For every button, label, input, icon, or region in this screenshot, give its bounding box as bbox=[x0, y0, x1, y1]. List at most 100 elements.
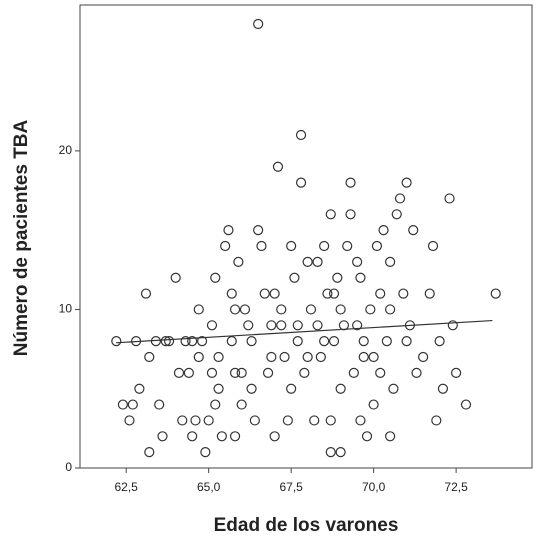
point bbox=[229, 304, 241, 315]
point bbox=[210, 399, 221, 410]
point bbox=[305, 304, 317, 315]
point bbox=[460, 399, 472, 410]
point bbox=[213, 351, 224, 363]
point bbox=[170, 272, 181, 283]
point bbox=[302, 351, 313, 363]
point bbox=[190, 415, 201, 426]
point bbox=[233, 256, 244, 267]
x-tick-label: 65,0 bbox=[197, 480, 221, 494]
point bbox=[249, 415, 260, 426]
point bbox=[236, 367, 247, 378]
point bbox=[411, 367, 422, 378]
point bbox=[345, 209, 356, 220]
point bbox=[187, 431, 198, 442]
point bbox=[490, 288, 501, 299]
point bbox=[256, 240, 267, 252]
x-tick-label: 72,5 bbox=[444, 480, 468, 494]
point bbox=[269, 288, 280, 299]
point bbox=[177, 415, 188, 426]
plot-frame bbox=[79, 4, 533, 469]
point bbox=[345, 177, 356, 188]
point bbox=[196, 336, 208, 347]
point bbox=[338, 320, 350, 331]
point bbox=[335, 304, 346, 315]
point bbox=[216, 431, 227, 442]
point bbox=[401, 177, 412, 188]
y-tick-label: 20 bbox=[59, 143, 73, 157]
point bbox=[286, 240, 297, 252]
point bbox=[226, 336, 237, 347]
point bbox=[447, 320, 458, 331]
point bbox=[394, 193, 406, 204]
point bbox=[368, 351, 379, 363]
point bbox=[381, 336, 392, 347]
point bbox=[431, 415, 442, 426]
point bbox=[127, 399, 138, 410]
point bbox=[206, 367, 218, 378]
point bbox=[272, 161, 284, 172]
point bbox=[315, 351, 326, 363]
point bbox=[328, 336, 340, 347]
point bbox=[342, 240, 353, 252]
point bbox=[276, 304, 287, 315]
point bbox=[203, 415, 214, 426]
point bbox=[206, 320, 218, 331]
point bbox=[424, 288, 435, 299]
point bbox=[229, 367, 241, 378]
point bbox=[295, 177, 307, 188]
point bbox=[398, 288, 409, 299]
point bbox=[355, 415, 366, 426]
point bbox=[187, 336, 198, 347]
point bbox=[437, 383, 449, 394]
point bbox=[375, 367, 386, 378]
point bbox=[385, 304, 396, 315]
point bbox=[358, 351, 369, 363]
point bbox=[117, 399, 128, 410]
point bbox=[193, 351, 204, 363]
point bbox=[385, 431, 396, 442]
point bbox=[163, 336, 175, 347]
x-tick-label: 62,5 bbox=[115, 480, 139, 494]
point bbox=[335, 447, 346, 458]
point bbox=[319, 336, 330, 347]
point bbox=[408, 225, 419, 236]
point bbox=[365, 304, 376, 315]
point bbox=[302, 256, 313, 267]
point bbox=[401, 336, 412, 347]
point bbox=[239, 304, 251, 315]
point bbox=[434, 336, 445, 347]
point bbox=[352, 320, 363, 331]
point bbox=[220, 240, 231, 252]
point bbox=[378, 225, 389, 236]
point bbox=[266, 320, 277, 331]
point bbox=[183, 367, 194, 378]
point bbox=[375, 288, 386, 299]
point bbox=[348, 367, 359, 378]
point bbox=[335, 383, 346, 394]
point bbox=[144, 447, 155, 458]
point bbox=[269, 431, 280, 442]
point bbox=[173, 367, 185, 378]
point bbox=[295, 129, 307, 141]
point bbox=[213, 383, 224, 394]
point bbox=[391, 209, 402, 220]
point bbox=[322, 288, 333, 299]
point bbox=[259, 288, 270, 299]
point bbox=[276, 320, 287, 331]
point bbox=[328, 288, 340, 299]
point bbox=[352, 256, 363, 267]
point bbox=[144, 351, 155, 363]
point bbox=[325, 209, 336, 220]
point bbox=[226, 288, 237, 299]
point bbox=[236, 399, 247, 410]
point bbox=[325, 447, 336, 458]
point bbox=[451, 367, 462, 378]
point bbox=[246, 383, 257, 394]
point bbox=[312, 320, 323, 331]
point bbox=[325, 415, 336, 426]
point bbox=[282, 415, 293, 426]
point bbox=[262, 367, 274, 378]
point bbox=[299, 367, 310, 378]
point bbox=[444, 193, 455, 204]
